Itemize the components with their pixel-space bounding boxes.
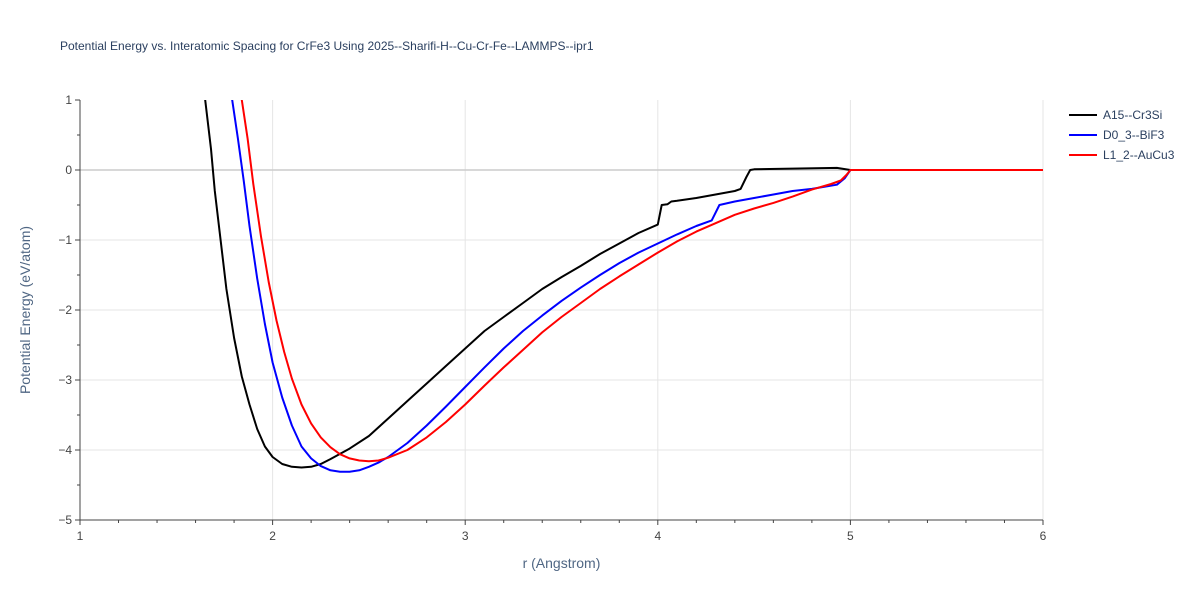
y-tick-label: −3 xyxy=(58,373,72,387)
series-line xyxy=(231,100,1043,473)
x-tick-label: 5 xyxy=(847,529,854,543)
series-line xyxy=(240,100,1043,463)
x-tick-label: 2 xyxy=(269,529,276,543)
legend-item[interactable]: L1_2--AuCu3 xyxy=(1069,148,1175,162)
y-axis-title: Potential Energy (eV/atom) xyxy=(17,226,33,394)
legend-label: A15--Cr3Si xyxy=(1103,108,1162,122)
x-tick-label: 3 xyxy=(462,529,469,543)
legend-item[interactable]: D0_3--BiF3 xyxy=(1069,128,1165,142)
y-tick-label: −4 xyxy=(58,443,72,457)
axes: 1 2 3 4 5 6 −5 −4 −3 −2 −1 0 1 xyxy=(58,93,1046,543)
x-axis-title: r (Angstrom) xyxy=(523,555,601,571)
series-line xyxy=(204,100,1043,469)
legend-item[interactable]: A15--Cr3Si xyxy=(1069,108,1162,122)
grid xyxy=(80,100,1044,520)
x-tick-label: 4 xyxy=(654,529,661,543)
legend-label: L1_2--AuCu3 xyxy=(1103,148,1175,162)
legend[interactable]: A15--Cr3Si D0_3--BiF3 L1_2--AuCu3 xyxy=(1069,108,1175,162)
y-tick-label: 0 xyxy=(65,163,72,177)
legend-label: D0_3--BiF3 xyxy=(1103,128,1165,142)
x-tick-label: 6 xyxy=(1040,529,1047,543)
chart-title: Potential Energy vs. Interatomic Spacing… xyxy=(60,39,594,53)
y-tick-label: −2 xyxy=(58,303,72,317)
y-tick-label: −1 xyxy=(58,233,72,247)
y-tick-label: −5 xyxy=(58,513,72,527)
x-tick-label: 1 xyxy=(77,529,84,543)
y-tick-label: 1 xyxy=(65,93,72,107)
series-layer xyxy=(204,100,1043,473)
